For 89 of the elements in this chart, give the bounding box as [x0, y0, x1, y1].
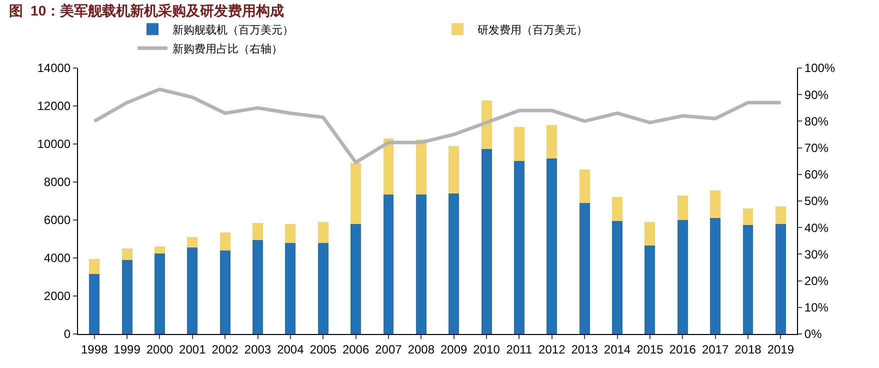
bar — [187, 248, 198, 334]
bar — [416, 194, 426, 334]
bar — [252, 240, 263, 334]
x-tick-label: 2014 — [604, 342, 631, 356]
legend-label: 新购费用占比（右轴） — [172, 42, 282, 56]
x-tick-label: 2001 — [179, 342, 206, 356]
y2-tick-label: 40% — [804, 220, 829, 235]
x-tick-label: 2008 — [408, 342, 435, 356]
bar — [546, 158, 558, 334]
bar — [579, 170, 590, 203]
x-tick-label: 2002 — [212, 342, 239, 356]
bar — [89, 258, 100, 274]
bar — [514, 161, 524, 334]
y2-tick-label: 30% — [804, 247, 829, 262]
bar — [775, 224, 786, 334]
y2-tick-label: 0% — [804, 327, 822, 342]
bar — [122, 248, 132, 260]
x-tick-label: 2000 — [146, 342, 174, 356]
bar — [416, 139, 426, 194]
bar — [612, 220, 622, 334]
bar — [220, 232, 230, 250]
x-tick-label: 2019 — [767, 342, 794, 356]
legend-label: 新购舰载机（百万美元） — [172, 23, 294, 36]
line-series — [92, 88, 782, 164]
x-tick-label: 2006 — [342, 342, 370, 356]
bar — [775, 206, 786, 224]
x-tick-label: 2016 — [669, 342, 696, 356]
y2-tick-label: 90% — [804, 88, 829, 102]
bar — [318, 222, 328, 243]
bar — [220, 250, 230, 334]
bar — [154, 253, 165, 334]
bar — [318, 242, 328, 334]
y-tick-label: 2000 — [44, 289, 71, 304]
bar — [122, 260, 132, 334]
bar — [644, 246, 656, 334]
x-tick-label: 2012 — [538, 342, 566, 356]
x-tick-label: 2015 — [636, 342, 664, 356]
bar — [285, 224, 296, 243]
bar — [742, 224, 754, 334]
y-tick-label: 10000 — [37, 137, 71, 152]
bar — [644, 222, 656, 246]
bar — [448, 146, 460, 194]
x-tick-label: 2005 — [310, 342, 337, 356]
y-tick-label: 14000 — [37, 61, 71, 76]
bar — [252, 222, 263, 240]
y-tick-label: 6000 — [44, 213, 71, 228]
x-tick-label: 2013 — [571, 342, 598, 356]
bar — [285, 242, 296, 334]
x-tick-label: 2003 — [244, 342, 272, 356]
y-tick-label: 12000 — [37, 99, 71, 114]
bar — [742, 208, 754, 225]
bar — [677, 220, 688, 334]
x-tick-label: 2011 — [506, 342, 532, 356]
x-tick-label: 1999 — [114, 342, 141, 356]
x-tick-label: 2010 — [473, 342, 500, 356]
x-tick-label: 2017 — [702, 342, 729, 356]
y2-tick-label: 100% — [804, 61, 836, 76]
bar — [448, 193, 460, 334]
y-tick-label: 8000 — [44, 175, 71, 190]
legend-label: 研发费用（百万美元） — [478, 23, 588, 36]
bar — [481, 100, 492, 149]
bar — [546, 125, 558, 158]
bar — [677, 195, 688, 220]
bar — [383, 194, 394, 334]
x-tick-label: 2009 — [440, 342, 468, 356]
y2-tick-label: 10% — [804, 300, 829, 315]
bar — [350, 163, 362, 224]
y-tick-label: 4000 — [44, 251, 71, 266]
bar — [514, 126, 524, 162]
y2-tick-label: 70% — [804, 141, 829, 155]
y2-tick-label: 20% — [804, 274, 829, 288]
bar — [612, 197, 622, 221]
y-tick-label: 0 — [64, 327, 71, 342]
bar — [481, 148, 492, 334]
x-tick-label: 2018 — [734, 342, 762, 356]
bar — [154, 246, 165, 254]
y2-tick-label: 80% — [804, 114, 829, 128]
x-tick-label: 2007 — [375, 342, 402, 356]
bar — [710, 190, 721, 218]
bar — [710, 218, 721, 334]
y2-tick-label: 60% — [804, 168, 829, 182]
bar — [187, 237, 198, 248]
bar — [89, 274, 100, 334]
x-tick-label: 1998 — [80, 342, 108, 356]
bar — [350, 224, 362, 334]
x-tick-label: 2004 — [277, 342, 304, 356]
y2-tick-label: 50% — [804, 194, 829, 208]
bar — [579, 202, 590, 334]
chart-title: 图 10：美军舰载机新机采购及研发费用构成 — [8, 2, 284, 18]
